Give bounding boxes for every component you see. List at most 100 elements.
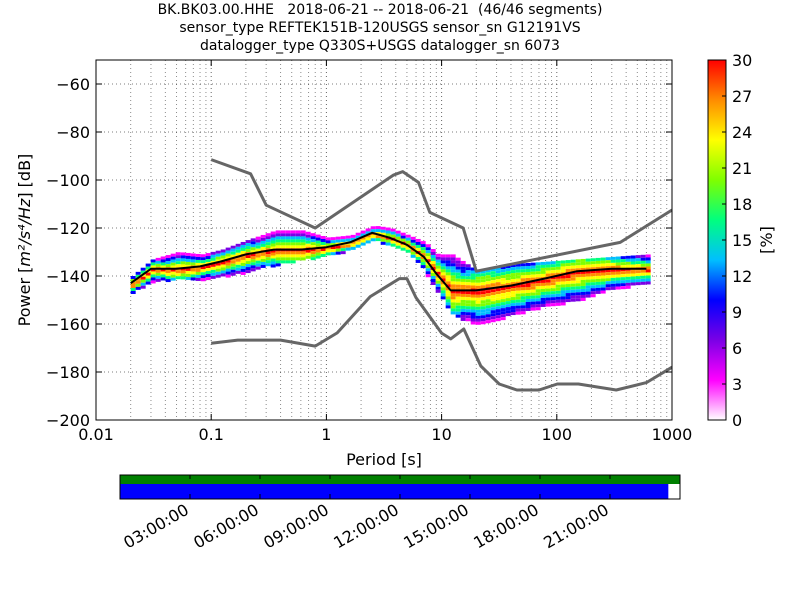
- density-cell: [615, 271, 621, 275]
- density-cell: [500, 287, 506, 291]
- density-cell: [585, 264, 591, 268]
- density-cell: [220, 261, 226, 265]
- density-cell: [240, 271, 246, 275]
- density-cell: [410, 245, 416, 249]
- density-cell: [460, 278, 466, 282]
- density-cell: [520, 275, 526, 279]
- density-cell: [515, 311, 521, 315]
- density-cell: [235, 252, 241, 256]
- density-cell: [415, 256, 421, 260]
- density-cell: [550, 288, 556, 292]
- density-cell: [555, 266, 561, 270]
- density-cell: [285, 233, 291, 237]
- density-cell: [185, 264, 191, 268]
- density-cell: [170, 262, 176, 266]
- density-cell: [530, 280, 536, 284]
- density-cell: [520, 269, 526, 273]
- density-cell: [200, 260, 206, 264]
- density-cell: [215, 268, 221, 272]
- density-cell: [365, 231, 371, 235]
- density-cell: [525, 277, 531, 281]
- density-cell: [480, 291, 486, 295]
- density-cell: [595, 263, 601, 267]
- density-cell: [515, 266, 521, 270]
- density-cell: [210, 266, 216, 270]
- density-cell: [525, 262, 531, 266]
- density-cell: [300, 254, 306, 258]
- density-cell: [410, 254, 416, 258]
- density-cell: [305, 231, 311, 235]
- density-cell: [265, 260, 271, 264]
- y-tick-label: −140: [46, 267, 90, 286]
- density-cell: [520, 296, 526, 300]
- density-cell: [450, 263, 456, 267]
- density-cell: [255, 236, 261, 240]
- density-cell: [290, 236, 296, 240]
- density-cell: [280, 251, 286, 255]
- density-cell: [225, 274, 231, 278]
- density-cell: [605, 269, 611, 273]
- density-cell: [485, 314, 491, 318]
- y-tick-label: −200: [46, 411, 90, 430]
- density-cell: [420, 247, 426, 251]
- density-cell: [140, 279, 146, 283]
- density-cell: [325, 240, 331, 244]
- density-cell: [480, 300, 486, 304]
- density-cell: [560, 296, 566, 300]
- density-cell: [430, 273, 436, 277]
- density-cell: [625, 282, 631, 286]
- density-cell: [330, 243, 336, 247]
- timeline-coverage-bar: [120, 475, 680, 484]
- density-cell: [530, 283, 536, 287]
- density-cell: [570, 298, 576, 302]
- density-cell: [470, 321, 476, 325]
- density-cell: [185, 270, 191, 274]
- density-cell: [400, 244, 406, 248]
- density-cell: [445, 260, 451, 264]
- density-cell: [505, 268, 511, 272]
- density-cell: [225, 253, 231, 257]
- density-cell: [495, 279, 501, 283]
- density-cell: [160, 256, 166, 260]
- density-cell: [570, 292, 576, 296]
- density-cell: [515, 278, 521, 282]
- density-cell: [595, 260, 601, 264]
- density-cell: [590, 288, 596, 292]
- density-cell: [200, 275, 206, 279]
- density-cell: [640, 263, 646, 267]
- density-cell: [240, 256, 246, 260]
- density-cell: [430, 264, 436, 268]
- density-cell: [235, 249, 241, 253]
- density-cell: [430, 249, 436, 253]
- density-cell: [300, 230, 306, 234]
- density-cell: [420, 244, 426, 248]
- density-cell: [515, 287, 521, 291]
- density-cell: [320, 253, 326, 257]
- density-cell: [475, 312, 481, 316]
- density-cell: [575, 259, 581, 263]
- density-cell: [645, 266, 651, 270]
- density-cell: [470, 285, 476, 289]
- density-cell: [215, 256, 221, 260]
- density-cell: [340, 245, 346, 249]
- density-cell: [450, 299, 456, 303]
- density-cell: [475, 282, 481, 286]
- density-cell: [525, 304, 531, 308]
- density-cell: [295, 242, 301, 246]
- density-cell: [320, 244, 326, 248]
- density-cell: [565, 287, 571, 291]
- density-cell: [545, 261, 551, 265]
- timeline-tick-label: 03:00:00: [120, 500, 192, 552]
- density-cell: [495, 294, 501, 298]
- density-cell: [235, 264, 241, 268]
- density-cell: [470, 270, 476, 274]
- density-cell: [530, 304, 536, 308]
- density-cell: [590, 294, 596, 298]
- density-cell: [540, 279, 546, 283]
- density-cell: [160, 268, 166, 272]
- density-cell: [565, 275, 571, 279]
- density-cell: [360, 242, 366, 246]
- density-cell: [135, 283, 141, 287]
- density-cell: [305, 240, 311, 244]
- density-cell: [625, 255, 631, 259]
